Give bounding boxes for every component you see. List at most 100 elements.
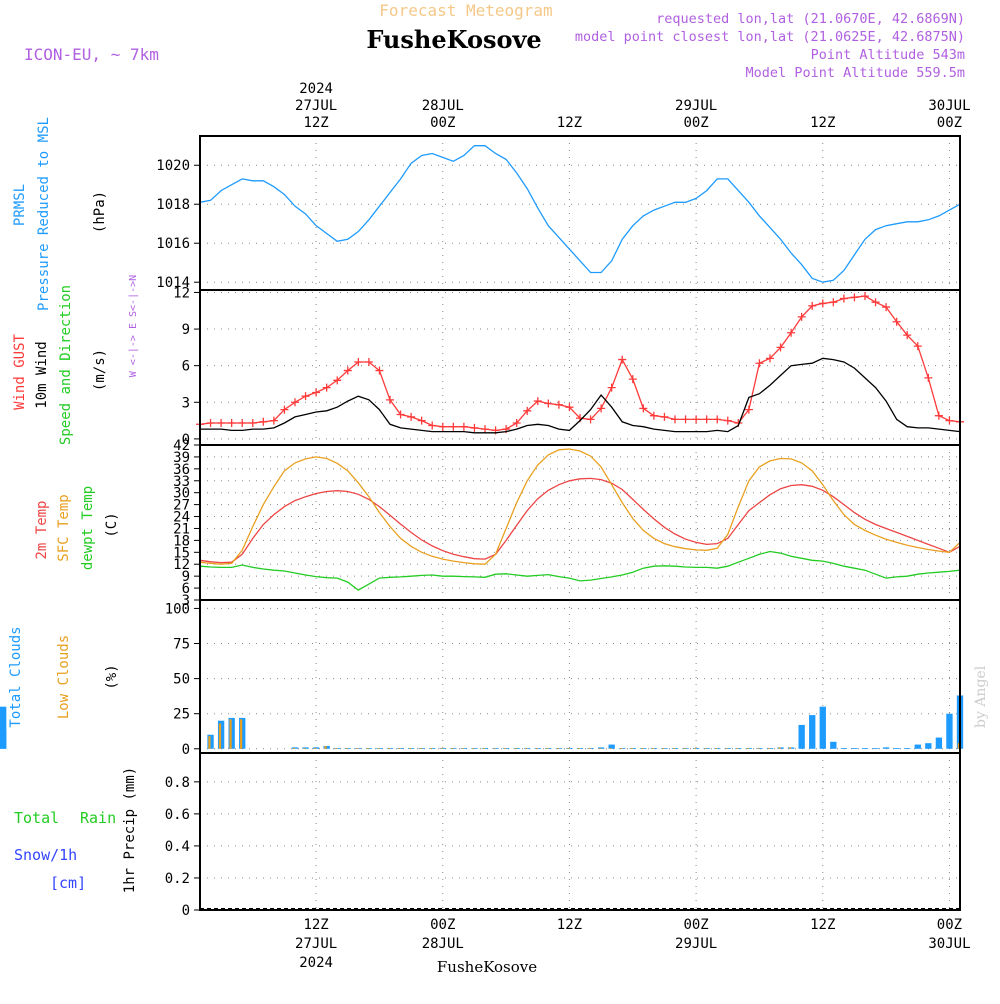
y-tick-label: 21 — [173, 521, 190, 537]
bar-low-clouds — [609, 748, 612, 749]
gust-marker — [291, 398, 299, 407]
time-label-top: 00Z — [430, 115, 455, 131]
y-tick-label: 1014 — [156, 275, 190, 291]
gust-marker — [818, 299, 827, 308]
bar-low-clouds — [757, 748, 760, 749]
gust-marker — [386, 395, 394, 404]
cm-label: [cm] — [50, 874, 86, 892]
rain-label: Rain — [80, 809, 116, 827]
gust-marker — [639, 404, 648, 413]
gust-marker — [618, 355, 627, 364]
time-axis-bottom: 12Z 27JUL 2024 00Z 28JUL 12Z 00Z 29JUL 12Z 00Z 30J… — [295, 917, 970, 971]
pressure-y-axis: 1014 1016 1018 1020 — [156, 158, 960, 291]
gust-marker — [206, 419, 215, 428]
bar-total-clouds — [914, 744, 921, 749]
time-label-top: 12Z — [810, 115, 835, 131]
gust-marker — [217, 419, 226, 428]
bar-low-clouds — [387, 748, 390, 749]
bar-low-clouds — [535, 748, 538, 749]
low-clouds-label: Low Clouds — [56, 635, 72, 719]
closest-coords: model point closest lon,lat (21.0625E, 4… — [575, 29, 965, 45]
gust-marker — [523, 406, 532, 415]
y-tick-label: 9 — [182, 322, 190, 338]
clouds-vertical-grid — [315, 600, 950, 753]
wind-panel: 0 3 6 9 12 — [173, 285, 964, 448]
y-tick-label: 0.8 — [165, 775, 190, 791]
bar-low-clouds — [514, 748, 517, 749]
bar-low-clouds — [303, 748, 306, 749]
y-tick-label: 6 — [182, 581, 190, 597]
clouds-panel: 0 25 50 75 100 — [0, 599, 964, 758]
time-label-bottom: 12Z — [303, 917, 328, 933]
bar-total-clouds — [217, 720, 225, 749]
bar-total-clouds — [312, 747, 320, 749]
gust-marker — [924, 373, 933, 382]
y-tick-label: 1020 — [156, 158, 190, 174]
bar-low-clouds — [651, 748, 654, 749]
gust-marker — [692, 415, 701, 424]
bar-low-clouds — [430, 748, 433, 749]
gust-marker — [649, 411, 658, 420]
y-tick-label: 0 — [182, 903, 190, 919]
gust-marker — [934, 411, 943, 420]
prmsl-label: PRMSL — [12, 184, 28, 226]
bar-low-clouds — [715, 748, 718, 749]
bar-low-clouds — [482, 748, 485, 749]
bar-low-clouds — [366, 748, 369, 749]
precip-vertical-grid — [315, 753, 950, 910]
y-tick-label: 0.2 — [165, 871, 190, 887]
total-clouds-label: Total Clouds — [8, 626, 24, 727]
bar-low-clouds — [704, 748, 707, 749]
gust-marker — [512, 419, 521, 428]
bar-total-clouds — [904, 748, 911, 749]
time-label-bottom: 28JUL — [422, 936, 464, 952]
gust-marker — [238, 419, 247, 428]
bar-total-clouds — [809, 715, 816, 749]
gust-marker — [797, 312, 806, 321]
gust-marker — [882, 303, 891, 312]
series-line-dewpt-temp — [199, 550, 961, 591]
gust-marker — [333, 376, 342, 385]
gust-marker — [787, 328, 796, 337]
y-tick-label: 18 — [173, 533, 190, 549]
gust-marker — [723, 416, 732, 425]
bar-low-clouds — [778, 747, 781, 749]
time-label-bottom: 00Z — [430, 917, 455, 933]
bar-low-clouds — [356, 748, 359, 749]
y-tick-label: 15 — [173, 545, 190, 561]
bar-low-clouds — [461, 748, 464, 749]
time-label-top: 2024 — [299, 81, 333, 97]
temperature-vertical-grid — [315, 445, 950, 600]
gust-marker — [322, 383, 331, 392]
point-altitude: Point Altitude 543m — [811, 47, 965, 63]
gust-marker — [417, 416, 426, 425]
pressure-panel: 1014 1016 1018 1020 — [156, 135, 961, 291]
bar-total-clouds — [608, 744, 615, 749]
bar-low-clouds — [377, 748, 380, 749]
pressure-unit: (hPa) — [92, 191, 108, 233]
bar-low-clouds — [419, 748, 422, 749]
bar-total-clouds — [830, 741, 837, 749]
bar-low-clouds — [292, 748, 295, 749]
bar-total-clouds — [851, 748, 858, 749]
gust-marker — [396, 410, 405, 419]
y-tick-label: 1018 — [156, 197, 190, 213]
y-tick-label: 50 — [173, 672, 190, 688]
clouds-frame — [199, 599, 961, 754]
gust-marker — [681, 415, 690, 424]
time-label-top: 30JUL — [928, 98, 970, 114]
cloud-labels: Total Clouds Low Clouds (%) — [8, 626, 120, 727]
y-tick-label: 25 — [173, 707, 190, 723]
gust-marker — [565, 403, 574, 412]
bar-total-clouds — [0, 729, 7, 749]
bar-total-clouds — [872, 748, 879, 749]
time-label-bottom: 00Z — [937, 917, 962, 933]
gust-marker — [755, 359, 764, 368]
sfc-label: SFC Temp — [56, 494, 72, 561]
time-label-top: 00Z — [937, 115, 962, 131]
bar-low-clouds — [683, 748, 686, 749]
y-tick-label: 0.4 — [165, 839, 190, 855]
time-label-top: 12Z — [303, 115, 328, 131]
